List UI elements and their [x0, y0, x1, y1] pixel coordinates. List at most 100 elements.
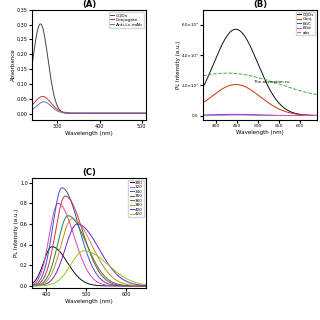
320	[144, 284, 148, 288]
Conj.	[315, 114, 319, 117]
Title: (C): (C)	[82, 168, 96, 177]
300	[83, 280, 86, 284]
Anti-Lv-mAb	[120, 111, 124, 115]
Conjugate	[85, 111, 89, 115]
CQDs	[312, 114, 316, 117]
Anti-Lv-mAb	[36, 103, 40, 107]
abs	[312, 92, 316, 96]
CQDs	[36, 27, 40, 31]
340	[83, 244, 86, 248]
360	[144, 284, 148, 288]
420	[82, 249, 86, 253]
340	[30, 284, 34, 287]
380	[70, 217, 74, 221]
CQDs	[144, 112, 148, 116]
Line: abs: abs	[203, 73, 317, 95]
BGd	[207, 113, 211, 117]
abs	[315, 93, 319, 97]
CQDs	[201, 86, 205, 90]
Conjugate	[141, 111, 145, 115]
350	[144, 284, 148, 288]
BGC	[256, 113, 260, 117]
360	[36, 283, 40, 287]
BGC	[233, 112, 236, 116]
320	[120, 284, 124, 288]
BGd	[233, 113, 236, 117]
abs	[225, 71, 229, 75]
320	[141, 284, 145, 288]
BGC	[315, 114, 319, 117]
400	[144, 284, 148, 287]
Line: 350: 350	[32, 196, 146, 286]
400	[141, 284, 145, 287]
400	[85, 229, 89, 233]
360	[66, 214, 70, 218]
X-axis label: Wavelength (nm): Wavelength (nm)	[236, 130, 284, 135]
350	[141, 284, 145, 288]
350	[83, 235, 86, 238]
420	[36, 284, 40, 288]
Text: The absorption cu.: The absorption cu.	[253, 80, 290, 84]
CQDs	[207, 73, 211, 77]
320	[141, 284, 145, 288]
BGC	[312, 114, 316, 117]
Anti-Lv-mAb	[85, 111, 89, 115]
380	[120, 281, 124, 285]
Conjugate	[116, 111, 119, 115]
Y-axis label: PL Intensity (a.u.): PL Intensity (a.u.)	[14, 209, 19, 257]
BGC	[291, 114, 294, 117]
Anti-Lv-mAb	[30, 108, 34, 112]
Anti-Lv-mAb	[42, 100, 46, 104]
Conj.	[253, 91, 257, 95]
Conjugate	[41, 95, 44, 99]
320	[83, 263, 86, 267]
Legend: 300, 320, 340, 350, 360, 380, 400, 420: 300, 320, 340, 350, 360, 380, 400, 420	[128, 180, 144, 217]
CQDs	[253, 56, 257, 60]
340	[141, 284, 145, 288]
BGd	[312, 114, 316, 117]
420	[141, 282, 145, 286]
420	[83, 249, 86, 253]
400	[120, 277, 124, 281]
Anti-Lv-mAb	[83, 111, 86, 115]
300	[120, 284, 124, 288]
abs	[312, 92, 316, 96]
420	[30, 284, 34, 288]
X-axis label: Wavelength (nm): Wavelength (nm)	[65, 131, 113, 136]
320	[56, 201, 60, 205]
350	[141, 284, 145, 288]
Line: 420: 420	[32, 251, 146, 286]
380	[36, 284, 40, 287]
Line: CQDs: CQDs	[203, 29, 317, 116]
Conj.	[234, 83, 238, 86]
BGd	[256, 113, 260, 117]
380	[141, 284, 145, 288]
BGd	[253, 113, 257, 117]
BGC	[207, 113, 211, 117]
Line: Anti-Lv-mAb: Anti-Lv-mAb	[32, 102, 146, 113]
BGd	[201, 113, 205, 117]
Line: 380: 380	[32, 219, 146, 286]
Conj.	[256, 93, 260, 97]
Y-axis label: Absorbance: Absorbance	[11, 49, 16, 81]
CQDs	[234, 27, 238, 31]
Title: (A): (A)	[82, 0, 96, 9]
360	[141, 284, 145, 288]
350	[85, 244, 89, 248]
abs	[253, 75, 257, 79]
360	[83, 237, 86, 241]
Conjugate	[36, 97, 40, 101]
Legend: CQDs, Conjugate, Anti-Lv-mAb: CQDs, Conjugate, Anti-Lv-mAb	[108, 12, 144, 28]
CQDs	[83, 112, 86, 116]
350	[63, 194, 67, 198]
Line: 340: 340	[32, 188, 146, 286]
Conjugate	[141, 111, 145, 115]
Line: CQDs: CQDs	[32, 24, 146, 114]
420	[85, 249, 89, 253]
Legend: CQDs, Conj., BGC, BGd, abs: CQDs, Conj., BGC, BGd, abs	[296, 12, 315, 35]
BGd	[312, 114, 316, 117]
BGd	[291, 114, 294, 117]
Title: (B): (B)	[253, 0, 267, 9]
CQDs	[315, 114, 319, 117]
Line: BGd: BGd	[203, 115, 317, 116]
